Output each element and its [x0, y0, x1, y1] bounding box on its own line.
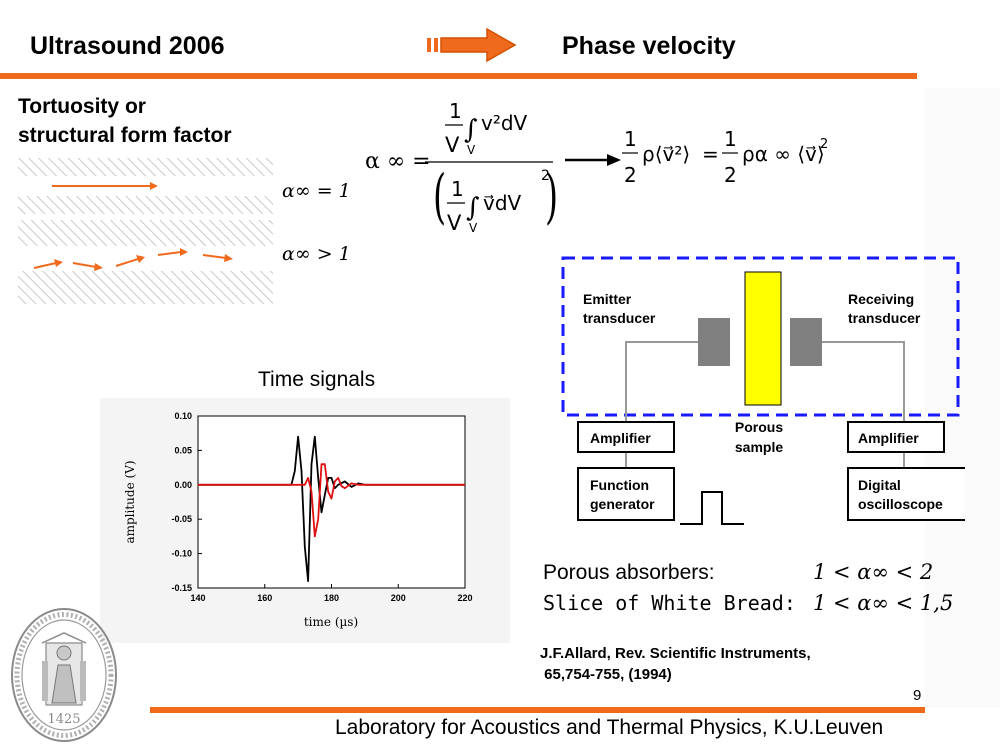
sample-label-2: sample	[735, 439, 783, 455]
slide-title: Phase velocity	[562, 32, 736, 60]
den-body: v⃗dV	[483, 191, 522, 215]
function-generator-box	[577, 467, 675, 521]
time-signals-label: Time signals	[258, 368, 376, 391]
right-arrow-icon	[427, 27, 517, 63]
section-title-line-2: structural form factor	[18, 124, 232, 147]
side-panel	[925, 88, 1000, 708]
porous-examples: Porous absorbers: 1 < α∞ < 2 Slice of Whi…	[543, 557, 953, 619]
energy-formula: 1 2 ρ⟨v⃗²⟩ = 1 2 ρα ∞ ⟨v⃗⟩ 2	[622, 127, 828, 187]
bread-range: 1 < α∞ < 1,5	[813, 591, 954, 615]
num-V: V	[445, 133, 460, 157]
reference: J.F.Allard, Rev. Scientific Instruments,…	[540, 643, 811, 685]
experimental-setup-diagram: Emitter transducer Receiving transducer …	[561, 256, 965, 525]
straight-pore-wall-bottom	[18, 196, 273, 214]
rhs-half-den: 2	[724, 163, 737, 187]
x-tick-label: 220	[457, 593, 472, 603]
oscilloscope-label-1: Digital	[858, 477, 901, 493]
num-body: v²dV	[481, 111, 528, 135]
oscilloscope-box	[847, 467, 965, 521]
den-sub: V	[469, 221, 478, 235]
tortuous-pore-wall-top	[18, 220, 273, 246]
tortuous-flow-arrows	[33, 248, 233, 271]
straight-pore-wall-top	[18, 158, 273, 176]
straight-flow-arrow	[52, 182, 158, 190]
rhs-expr: ρα ∞ ⟨v⃗⟩	[742, 142, 825, 166]
emitter-label-2: transducer	[583, 310, 656, 326]
absorbers-row: Porous absorbers: 1 < α∞ < 2	[543, 557, 953, 588]
num-integral: ∫	[464, 115, 478, 145]
den-one: 1	[451, 177, 464, 201]
function-generator-label-2: generator	[590, 496, 655, 512]
lhs-half-num: 1	[624, 127, 637, 151]
den-power: 2	[541, 168, 550, 184]
y-tick-label: -0.10	[171, 549, 192, 559]
formula-lhs: α ∞ =	[365, 149, 431, 174]
header-rule	[0, 73, 917, 79]
tortuous-pore-wall-bottom	[18, 271, 273, 304]
y-tick-label: 0.00	[174, 480, 192, 490]
x-tick-label: 180	[324, 593, 339, 603]
rhs-power: 2	[820, 137, 828, 152]
plot-area	[197, 415, 466, 589]
receiving-transducer	[790, 318, 822, 366]
pulse-signal-icon	[680, 491, 744, 525]
section-title: Tortuosity or structural form factor	[18, 92, 232, 150]
footer-rule	[150, 707, 925, 713]
svg-text:): )	[545, 164, 558, 232]
num-one: 1	[449, 99, 462, 123]
university-seal-logo: 1425	[11, 608, 117, 742]
section-title-line-1: Tortuosity or	[18, 95, 146, 118]
den-V: V	[447, 211, 462, 235]
reference-line-1: J.F.Allard, Rev. Scientific Instruments,	[540, 645, 811, 662]
x-tick-label: 140	[190, 593, 205, 603]
slide-series-title: Ultrasound 2006	[30, 32, 225, 60]
seal-year: 1425	[47, 712, 80, 727]
absorbers-range: 1 < α∞ < 2	[813, 560, 934, 584]
bread-row: Slice of White Bread: 1 < α∞ < 1,5	[543, 588, 953, 619]
reference-line-2: 65,754-755, (1994)	[540, 666, 672, 683]
amplifier-left-box	[577, 421, 675, 453]
alpha-equals-one-label: α∞ = 1	[282, 180, 351, 202]
equals-sign: =	[702, 142, 719, 166]
measurement-zone-box	[561, 256, 960, 417]
lhs-half-den: 2	[624, 163, 637, 187]
x-tick-label: 160	[257, 593, 272, 603]
x-tick-label: 200	[391, 593, 406, 603]
num-sub: V	[467, 143, 476, 157]
lhs-expr: ρ⟨v⃗²⟩	[642, 142, 690, 166]
time-signal-chart: 140 160 180 200 220 0.10 0.05 0.00 -0.05 -0.10 -0.…	[123, 411, 473, 629]
sample-label-1: Porous	[735, 419, 783, 435]
den-integral: ∫	[466, 193, 480, 223]
svg-text:(: (	[433, 164, 446, 232]
function-generator-label-1: Function	[590, 477, 649, 493]
y-axis-label: amplitude (V)	[123, 460, 137, 543]
tortuosity-formula: α ∞ = 1 V ∫ V v²dV ( 1 V ∫ V v⃗dV ) 2	[365, 99, 558, 235]
page-number: 9	[913, 687, 922, 704]
oscilloscope-label-2: oscilloscope	[858, 496, 943, 512]
implies-arrow-icon	[565, 154, 621, 166]
emitter-transducer	[698, 318, 730, 366]
porous-sample	[744, 271, 782, 406]
x-axis-label: time (µs)	[304, 615, 358, 629]
tortuosity-diagram	[18, 158, 273, 304]
receiver-label-2: transducer	[848, 310, 921, 326]
signal-series-line-2	[198, 463, 465, 538]
absorbers-label: Porous absorbers:	[543, 561, 715, 584]
y-tick-label: -0.15	[171, 583, 192, 593]
signal-series-line-1	[198, 435, 465, 583]
amplifier-left-label: Amplifier	[590, 430, 651, 446]
receiver-wire	[822, 341, 905, 421]
rhs-half-num: 1	[724, 127, 737, 151]
amplifier-right-box	[847, 421, 945, 453]
y-tick-label: 0.10	[174, 411, 192, 421]
emitter-wire	[625, 341, 698, 421]
y-tick-label: 0.05	[174, 445, 192, 455]
amplifier-right-label: Amplifier	[858, 430, 919, 446]
emitter-label-1: Emitter	[583, 291, 632, 307]
y-tick-label: -0.05	[171, 514, 192, 524]
footer-text: Laboratory for Acoustics and Thermal Phy…	[335, 716, 884, 739]
receiver-label-1: Receiving	[848, 291, 914, 307]
bread-label: Slice of White Bread:	[543, 591, 796, 615]
alpha-greater-one-label: α∞ > 1	[282, 243, 351, 265]
